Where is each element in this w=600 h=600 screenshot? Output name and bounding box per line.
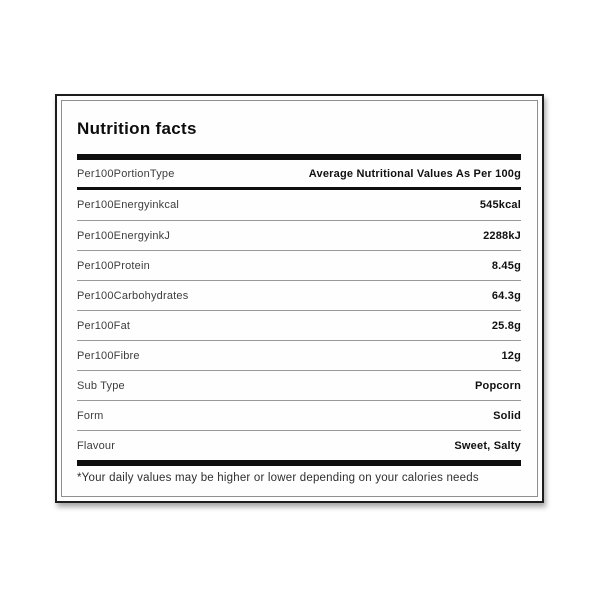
row-energy-kj: Per100EnergyinkJ 2288kJ	[77, 220, 521, 250]
row-carbohydrates: Per100Carbohydrates 64.3g	[77, 280, 521, 310]
section-bar-top	[77, 154, 521, 160]
daily-values-footnote: *Your daily values may be higher or lowe…	[77, 472, 479, 484]
row-label: Per100Fat	[77, 319, 131, 332]
row-value: 64.3g	[491, 289, 521, 302]
row-label: Sub Type	[77, 379, 125, 392]
nutrition-facts-panel: Nutrition facts Per100PortionType Averag…	[55, 94, 544, 503]
row-value: 2288kJ	[483, 229, 521, 242]
portion-type-header-row: Per100PortionType Average Nutritional Va…	[77, 160, 521, 187]
row-label: Per100Protein	[77, 259, 150, 272]
row-flavour: Flavour Sweet, Salty	[77, 430, 521, 460]
nutrition-facts-inner-frame: Nutrition facts Per100PortionType Averag…	[61, 100, 538, 497]
row-value: Popcorn	[474, 379, 521, 392]
section-bar-header	[77, 187, 521, 190]
row-value: 12g	[501, 349, 521, 362]
row-protein: Per100Protein 8.45g	[77, 250, 521, 280]
row-value: Solid	[493, 409, 521, 422]
row-sub-type: Sub Type Popcorn	[77, 370, 521, 400]
header-row-label: Per100PortionType	[77, 167, 175, 180]
row-fat: Per100Fat 25.8g	[77, 310, 521, 340]
row-form: Form Solid	[77, 400, 521, 430]
nutrition-rows: Per100Energyinkcal 545kcal Per100Energyi…	[77, 190, 521, 460]
row-value: 25.8g	[491, 319, 521, 332]
row-energy-kcal: Per100Energyinkcal 545kcal	[77, 190, 521, 220]
row-value: 8.45g	[491, 259, 521, 272]
row-label: Per100EnergyinkJ	[77, 229, 171, 242]
row-label: Per100Carbohydrates	[77, 289, 189, 302]
row-value: Sweet, Salty	[454, 439, 521, 452]
row-label: Per100Energyinkcal	[77, 199, 180, 211]
row-label: Flavour	[77, 439, 116, 452]
header-row-value: Average Nutritional Values As Per 100g	[308, 167, 521, 180]
section-bar-bottom	[77, 460, 521, 466]
panel-title: Nutrition facts	[77, 119, 197, 138]
row-fibre: Per100Fibre 12g	[77, 340, 521, 370]
row-value: 545kcal	[479, 199, 521, 211]
row-label: Form	[77, 409, 104, 422]
row-label: Per100Fibre	[77, 349, 140, 362]
